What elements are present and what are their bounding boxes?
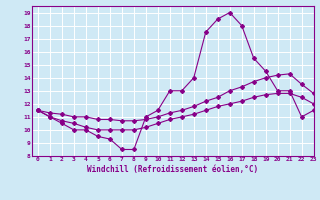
X-axis label: Windchill (Refroidissement éolien,°C): Windchill (Refroidissement éolien,°C) [87,165,258,174]
